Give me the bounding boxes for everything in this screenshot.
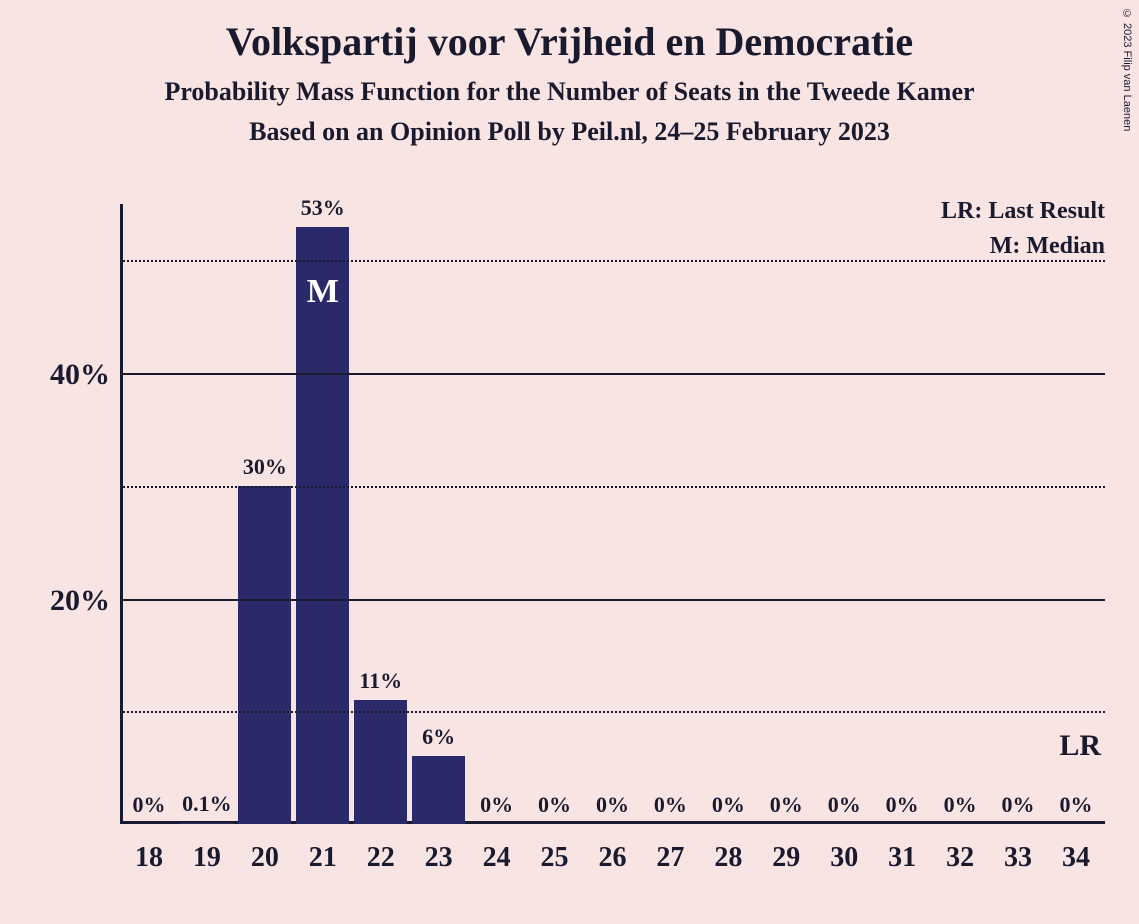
- chart-subtitle-1: Probability Mass Function for the Number…: [0, 77, 1139, 107]
- bar-slot: 0%: [873, 204, 931, 824]
- bar-slot: 0%: [468, 204, 526, 824]
- bar-value-label: 0%: [1002, 792, 1035, 818]
- x-axis-label: 19: [178, 842, 236, 874]
- bar-slot: 0.1%: [178, 204, 236, 824]
- bar-value-label: 30%: [243, 454, 287, 480]
- bar-value-label: 0%: [1059, 792, 1092, 818]
- x-axis-label: 29: [757, 842, 815, 874]
- bar-value-label: 11%: [359, 668, 402, 694]
- x-axis-label: 26: [584, 842, 642, 874]
- gridline: [120, 486, 1105, 488]
- x-axis-label: 21: [294, 842, 352, 874]
- bar-value-label: 0%: [944, 792, 977, 818]
- x-axis-label: 24: [468, 842, 526, 874]
- bar-slot: 30%: [236, 204, 294, 824]
- gridline: 40%: [120, 373, 1105, 375]
- title-block: Volkspartij voor Vrijheid en Democratie …: [0, 0, 1139, 147]
- bars-row: 0%0.1%30%53%M11%6%0%0%0%0%0%0%0%0%0%0%0%: [120, 204, 1105, 824]
- copyright-text: © 2023 Filip van Laenen: [1121, 8, 1133, 131]
- bar: 11%: [354, 700, 407, 824]
- bar-value-label: 0%: [886, 792, 919, 818]
- x-axis-label: 22: [352, 842, 410, 874]
- x-axis-label: 25: [526, 842, 584, 874]
- bar-slot: 0%: [815, 204, 873, 824]
- gridline: 20%: [120, 599, 1105, 601]
- bar: 53%M: [296, 227, 349, 824]
- bar-slot: 0%: [989, 204, 1047, 824]
- x-axis-label: 34: [1047, 842, 1105, 874]
- x-axis-label: 20: [236, 842, 294, 874]
- x-axis-label: 31: [873, 842, 931, 874]
- bar-value-label: 0%: [770, 792, 803, 818]
- bar-slot: 0%: [931, 204, 989, 824]
- gridline: [120, 260, 1105, 262]
- bar-slot: 0%: [584, 204, 642, 824]
- bar-slot: 0%: [526, 204, 584, 824]
- bar-value-label: 0%: [828, 792, 861, 818]
- x-axis-label: 23: [410, 842, 468, 874]
- bar-value-label: 6%: [422, 724, 455, 750]
- chart-title: Volkspartij voor Vrijheid en Democratie: [0, 18, 1139, 65]
- bar-value-label: 0.1%: [182, 791, 232, 817]
- bar-value-label: 0%: [654, 792, 687, 818]
- bar-slot: 11%: [352, 204, 410, 824]
- bar-slot: 0%: [641, 204, 699, 824]
- median-mark: M: [307, 273, 339, 311]
- x-axis-label: 33: [989, 842, 1047, 874]
- lr-marker: LR: [1059, 729, 1101, 763]
- bar: 6%: [412, 756, 465, 824]
- bar: 0.1%: [180, 823, 233, 824]
- bar-value-label: 53%: [301, 195, 345, 221]
- chart-subtitle-2: Based on an Opinion Poll by Peil.nl, 24–…: [0, 117, 1139, 147]
- y-axis-label: 40%: [50, 358, 120, 392]
- x-axis-label: 30: [815, 842, 873, 874]
- bar-slot: 53%M: [294, 204, 352, 824]
- bar-slot: 0%: [757, 204, 815, 824]
- plot-area: LR: Last Result M: Median 0%0.1%30%53%M1…: [120, 204, 1105, 824]
- x-axis-label: 27: [641, 842, 699, 874]
- bar-value-label: 0%: [538, 792, 571, 818]
- bar: 30%: [238, 486, 291, 824]
- x-axis-labels: 1819202122232425262728293031323334: [120, 842, 1105, 874]
- bar-slot: 0%: [120, 204, 178, 824]
- bar-value-label: 0%: [132, 792, 165, 818]
- gridline: [120, 711, 1105, 713]
- x-axis-label: 18: [120, 842, 178, 874]
- x-axis-label: 32: [931, 842, 989, 874]
- y-axis-label: 20%: [50, 584, 120, 618]
- x-axis-label: 28: [699, 842, 757, 874]
- bar-value-label: 0%: [712, 792, 745, 818]
- bar-value-label: 0%: [480, 792, 513, 818]
- bar-value-label: 0%: [596, 792, 629, 818]
- bar-slot: 6%: [410, 204, 468, 824]
- bar-slot: 0%: [699, 204, 757, 824]
